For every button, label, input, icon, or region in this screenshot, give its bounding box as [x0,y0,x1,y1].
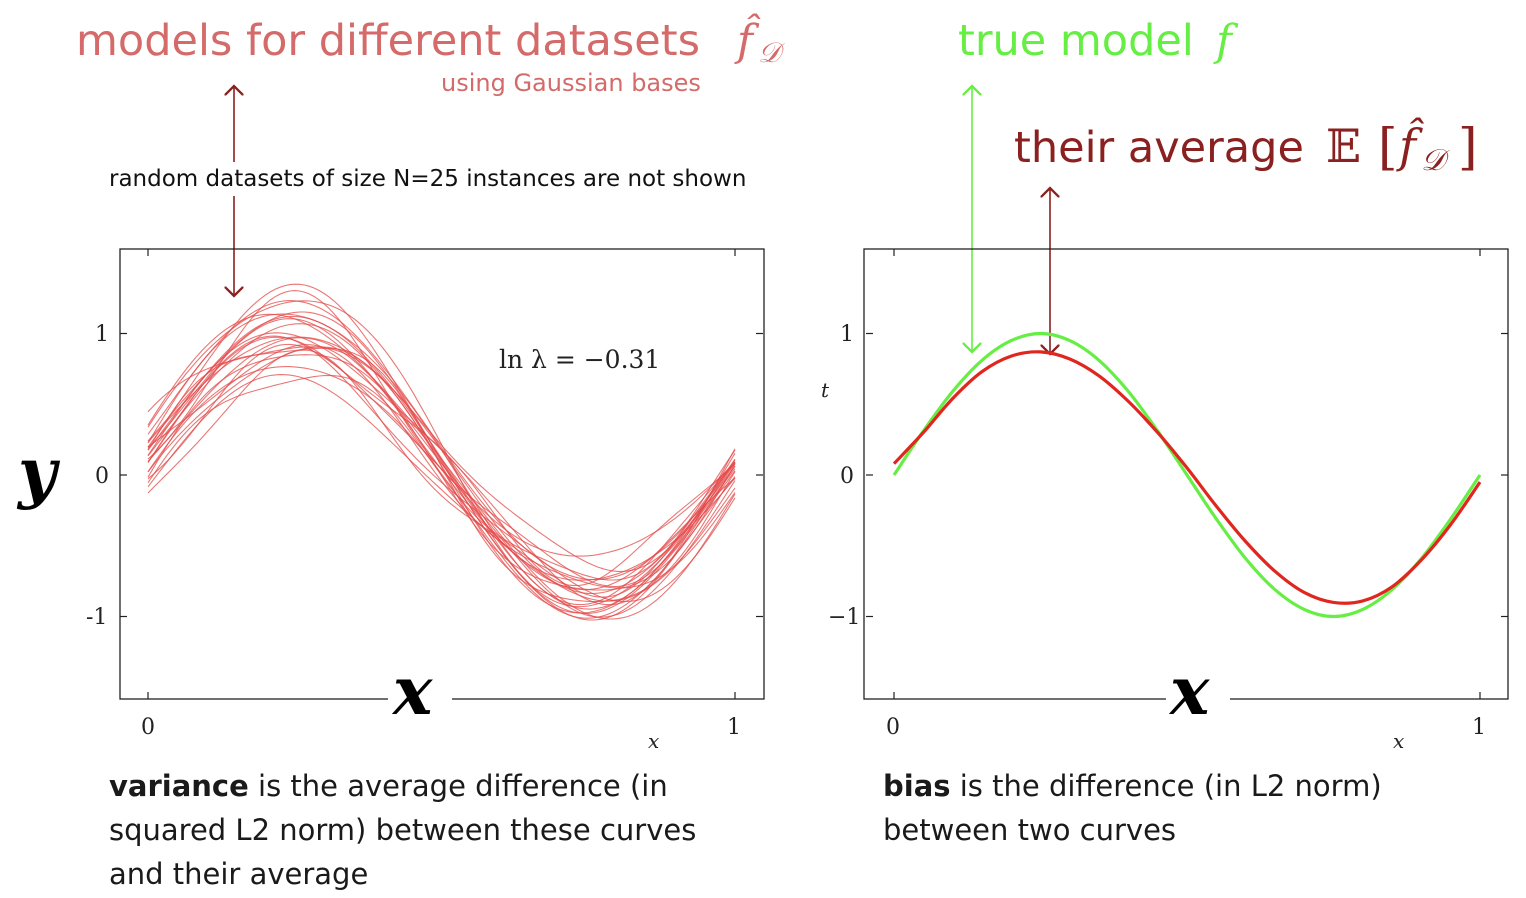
model-curve [147,290,736,588]
left-chart: 1 0 -1 0 1 x ln λ = −0.31 [86,248,765,753]
left-xlabel: x [648,729,659,753]
models-title: models for different datasets [76,16,700,66]
left-xtick-0: 0 [141,715,155,740]
model-curve [147,349,736,598]
right-xtick-1: 1 [1472,715,1486,740]
true-model-line [892,331,1482,619]
right-x-letter-bg [1166,660,1230,726]
lambda-annotation: ln λ = −0.31 [499,345,660,374]
big-x-left: x [391,652,433,730]
model-curve [147,366,736,619]
bias-caption-line1: bias is the difference (in L2 norm) [883,764,1503,808]
model-curve [147,300,736,581]
models-subscript: 𝒟 [758,36,785,69]
model-curve [147,315,736,610]
right-ytick-neg1: −1 [828,605,860,630]
variance-text-2: squared L2 norm) between these curves [109,813,697,847]
models-annotation: models for different datasets f̂ 𝒟 using… [76,13,785,97]
model-curve [147,311,736,581]
bias-text-1: is the difference (in L2 norm) [950,769,1382,803]
right-lines [892,331,1482,619]
bias-caption: bias is the difference (in L2 norm) betw… [883,764,1503,852]
right-ylabel: t [821,378,830,402]
left-ytick-1: 1 [95,322,109,347]
variance-text-3: and their average [109,857,369,891]
datasets-note: random datasets of size N=25 instances a… [109,166,746,192]
true-model-annotation: true model f [958,16,1239,66]
model-curve [147,344,736,589]
right-xlabel: x [1393,729,1404,753]
variance-caption-line1: variance is the average difference (in [109,764,799,808]
left-ytick-0: 0 [95,464,109,489]
model-curve [147,313,736,606]
true-title: true model [958,16,1194,66]
right-ytick-1: 1 [840,322,854,347]
average-symbol-open: [ [1378,118,1398,176]
model-curve [147,374,736,581]
right-chart: 1 0 −1 t 0 1 x [821,248,1509,753]
average-title: their average [1014,123,1304,173]
bias-term: bias [883,769,951,803]
big-x-right: x [1168,652,1210,730]
left-ticks [120,249,763,699]
left-ytick-neg1: -1 [86,605,107,630]
models-symbol: f̂ [734,13,761,66]
average-symbol-close: ] [1458,118,1478,176]
variance-caption: variance is the average difference (in s… [109,764,799,896]
right-xtick-0: 0 [886,715,900,740]
left-model-lines [147,283,736,621]
average-symbol-sub: 𝒟 [1421,143,1450,178]
bias-text-2: between two curves [883,813,1177,847]
average-model-line [892,350,1482,605]
big-y: y [16,433,61,511]
average-annotation: their average 𝔼 [ f̂ 𝒟 ] [1014,117,1478,178]
model-curve [147,374,736,602]
true-symbol: f [1213,16,1239,66]
average-symbol-E: 𝔼 [1326,119,1361,173]
left-x-letter-bg [388,660,452,726]
variance-text-1: is the average difference (in [248,769,668,803]
model-curve [147,347,736,603]
right-ticks [866,249,1508,699]
variance-term: variance [109,769,249,803]
left-xtick-1: 1 [727,715,741,740]
right-ytick-0: 0 [840,464,854,489]
models-subtitle: using Gaussian bases [441,69,701,97]
model-curve [147,283,736,621]
